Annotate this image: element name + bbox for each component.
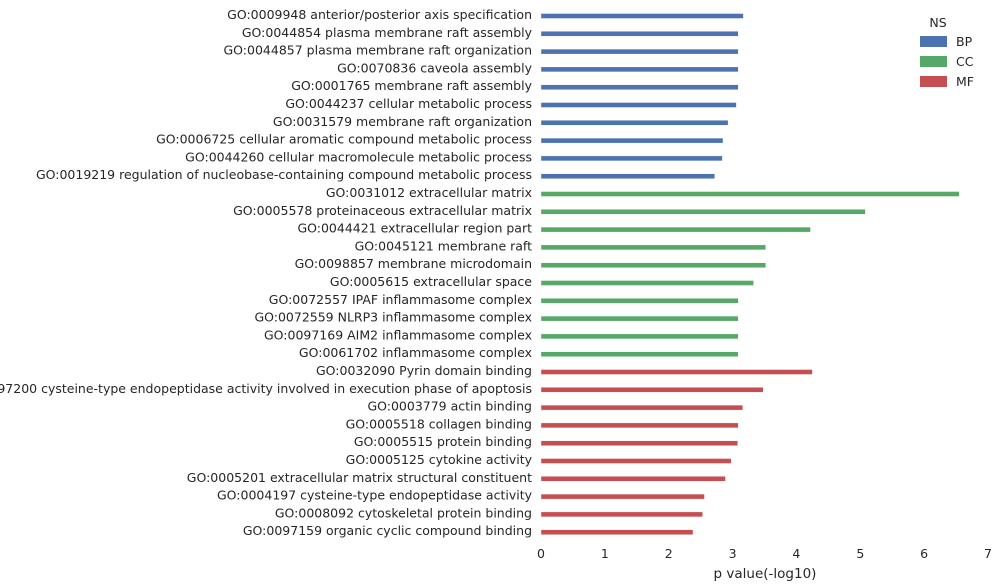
x-tick-label: 7 xyxy=(984,546,992,561)
legend-swatch-bp xyxy=(920,36,947,47)
category-label: GO:0045121 membrane raft xyxy=(355,238,533,253)
x-tick-label: 2 xyxy=(665,546,673,561)
category-label: GO:0044421 extracellular region part xyxy=(297,221,532,236)
bar-mf-25 xyxy=(540,458,732,464)
x-axis-title: p value(-log10) xyxy=(714,566,817,582)
category-label: GO:0009948 anterior/posterior axis speci… xyxy=(227,7,532,22)
bar-mf-21 xyxy=(540,387,764,393)
legend-swatch-cc xyxy=(920,56,947,67)
category-label: GO:0031012 extracellular matrix xyxy=(326,185,532,200)
bar-bp-0 xyxy=(540,13,744,19)
x-tick-label: 5 xyxy=(856,546,864,561)
x-tick-label: 3 xyxy=(729,546,737,561)
legend-label-cc: CC xyxy=(956,54,974,69)
bar-bp-6 xyxy=(540,120,729,126)
category-label: GO:0005615 extracellular space xyxy=(330,274,532,289)
bar-mf-28 xyxy=(540,511,703,518)
category-label: GO:0019219 regulation of nucleobase-cont… xyxy=(36,167,532,182)
category-label: GO:0097200 cysteine-type endopeptidase a… xyxy=(0,381,532,396)
category-label: GO:0005125 cytokine activity xyxy=(346,452,533,467)
category-label: GO:0072559 NLRP3 inflammasome complex xyxy=(254,310,532,325)
x-tick-label: 1 xyxy=(601,546,609,561)
bar-mf-22 xyxy=(540,404,744,411)
bar-cc-13 xyxy=(540,244,767,251)
legend-label-bp: BP xyxy=(956,34,973,49)
category-label: GO:0005515 protein binding xyxy=(354,434,532,449)
bars-layer xyxy=(540,13,960,535)
bar-bp-7 xyxy=(540,137,724,144)
bar-bp-1 xyxy=(540,31,739,37)
bar-mf-29 xyxy=(540,529,694,535)
bar-cc-10 xyxy=(540,191,960,197)
bar-cc-11 xyxy=(540,209,866,215)
category-label: GO:0005201 extracellular matrix structur… xyxy=(187,470,532,485)
category-label: GO:0001765 membrane raft assembly xyxy=(291,78,532,93)
bar-cc-14 xyxy=(540,262,767,268)
category-label: GO:0070836 caveola assembly xyxy=(337,60,532,75)
bar-bp-3 xyxy=(540,66,739,73)
category-label: GO:0006725 cellular aromatic compound me… xyxy=(156,132,532,147)
bar-mf-26 xyxy=(540,476,726,482)
bar-cc-18 xyxy=(540,333,739,340)
bar-cc-12 xyxy=(540,226,811,233)
category-label: GO:0098857 membrane microdomain xyxy=(295,256,532,271)
legend: NS BP CC MF xyxy=(920,15,974,89)
bar-mf-23 xyxy=(540,422,739,429)
category-label: GO:0044854 plasma membrane raft assembly xyxy=(242,25,533,40)
category-label: GO:0004197 cysteine-type endopeptidase a… xyxy=(217,488,533,503)
category-label: GO:0097169 AIM2 inflammasome complex xyxy=(264,327,532,342)
legend-title: NS xyxy=(929,15,946,30)
x-tick-label: 0 xyxy=(537,546,545,561)
category-label: GO:0044237 cellular metabolic process xyxy=(285,96,532,111)
x-axis-ticks: 0 1 2 3 4 5 6 7 xyxy=(537,546,992,561)
bar-bp-5 xyxy=(540,102,737,108)
x-tick-label: 6 xyxy=(920,546,928,561)
category-labels: GO:0009948 anterior/posterior axis speci… xyxy=(0,7,533,538)
bar-mf-24 xyxy=(540,440,738,446)
bar-mf-20 xyxy=(540,369,813,375)
category-label: GO:0003779 actin binding xyxy=(367,399,532,414)
bar-bp-8 xyxy=(540,155,723,162)
legend-label-mf: MF xyxy=(956,74,974,89)
category-label: GO:0005578 proteinaceous extracellular m… xyxy=(233,203,532,218)
legend-swatch-mf xyxy=(920,76,947,87)
category-label: GO:0072557 IPAF inflammasome complex xyxy=(269,292,532,307)
bar-cc-16 xyxy=(540,298,739,304)
category-label: GO:0008092 cytoskeletal protein binding xyxy=(275,505,532,520)
bar-cc-17 xyxy=(540,315,739,322)
x-tick-label: 4 xyxy=(792,546,800,561)
bar-bp-4 xyxy=(540,84,739,90)
category-label: GO:0061702 inflammasome complex xyxy=(299,345,532,360)
bar-bp-9 xyxy=(540,173,715,179)
category-label: GO:0044857 plasma membrane raft organiza… xyxy=(224,43,533,58)
category-label: GO:0044260 cellular macromolecule metabo… xyxy=(185,149,532,164)
category-label: GO:0005518 collagen binding xyxy=(346,416,532,431)
bar-cc-15 xyxy=(540,280,754,286)
bar-cc-19 xyxy=(540,351,739,357)
category-label: GO:0097159 organic cyclic compound bindi… xyxy=(243,523,532,538)
category-label: GO:0031579 membrane raft organization xyxy=(273,114,532,129)
legend-entries: BP CC MF xyxy=(920,34,974,89)
bar-mf-27 xyxy=(540,493,705,500)
bar-bp-2 xyxy=(540,48,739,55)
category-label: GO:0032090 Pyrin domain binding xyxy=(316,363,532,378)
